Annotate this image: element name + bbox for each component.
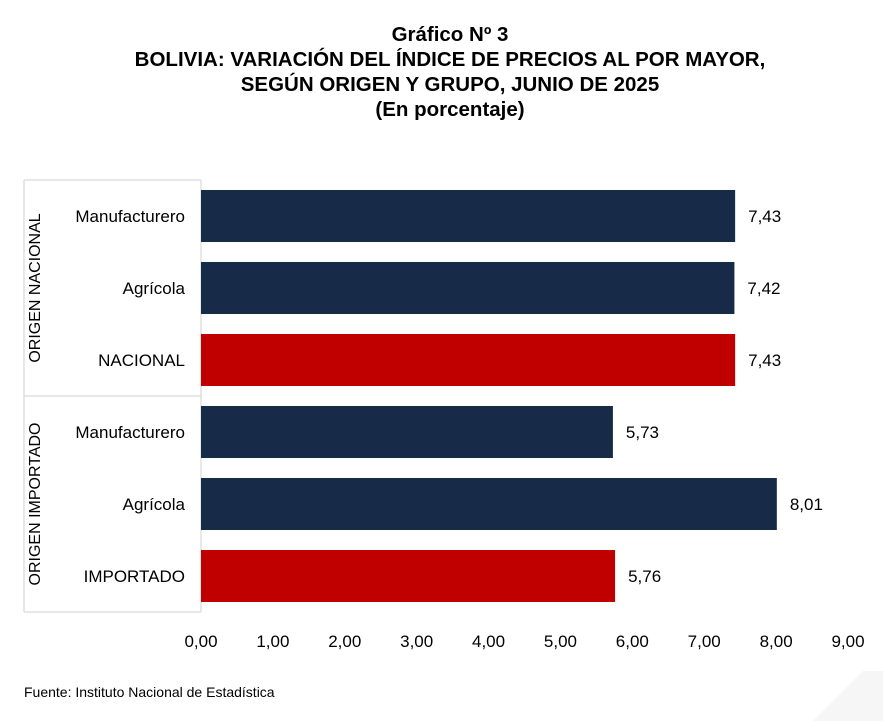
category-label: Agrícola xyxy=(123,495,186,514)
group-label: ORIGEN IMPORTADO xyxy=(27,423,44,586)
x-tick-label: 8,00 xyxy=(760,632,793,651)
chart-title: Gráfico Nº 3 BOLIVIA: VARIACIÓN DEL ÍNDI… xyxy=(0,22,883,122)
category-label: Agrícola xyxy=(123,279,186,298)
x-tick-label: 1,00 xyxy=(256,632,289,651)
chart-title-line: SEGÚN ORIGEN Y GRUPO, JUNIO DE 2025 xyxy=(240,73,660,96)
data-label: 5,73 xyxy=(626,423,659,442)
bar xyxy=(201,478,777,530)
source-note: Fuente: Instituto Nacional de Estadístic… xyxy=(24,684,275,700)
x-tick-label: 4,00 xyxy=(472,632,505,651)
bar xyxy=(201,334,736,386)
x-tick-label: 0,00 xyxy=(184,632,217,651)
bar xyxy=(201,550,616,602)
chart-title-line: BOLIVIA: VARIACIÓN DEL ÍNDICE DE PRECIOS… xyxy=(134,48,766,71)
category-label: Manufacturero xyxy=(75,423,185,442)
data-label: 7,42 xyxy=(747,279,780,298)
x-tick-label: 2,00 xyxy=(328,632,361,651)
chart-subtitle: (En porcentaje) xyxy=(375,98,525,121)
data-label: 7,43 xyxy=(748,351,781,370)
x-tick-label: 5,00 xyxy=(544,632,577,651)
bar xyxy=(201,190,736,242)
x-tick-label: 9,00 xyxy=(831,632,864,651)
x-tick-label: 6,00 xyxy=(616,632,649,651)
x-tick-label: 7,00 xyxy=(688,632,721,651)
x-tick-label: 3,00 xyxy=(400,632,433,651)
category-label: NACIONAL xyxy=(98,351,185,370)
data-label: 5,76 xyxy=(628,567,661,586)
bar xyxy=(201,262,735,314)
category-label: IMPORTADO xyxy=(84,567,185,586)
category-label: Manufacturero xyxy=(75,207,185,226)
chart-title-line: Gráfico Nº 3 xyxy=(391,23,509,46)
corner-decoration xyxy=(813,671,883,721)
data-label: 7,43 xyxy=(748,207,781,226)
data-label: 8,01 xyxy=(790,495,823,514)
bar xyxy=(201,406,613,458)
group-label: ORIGEN NACIONAL xyxy=(27,213,44,362)
